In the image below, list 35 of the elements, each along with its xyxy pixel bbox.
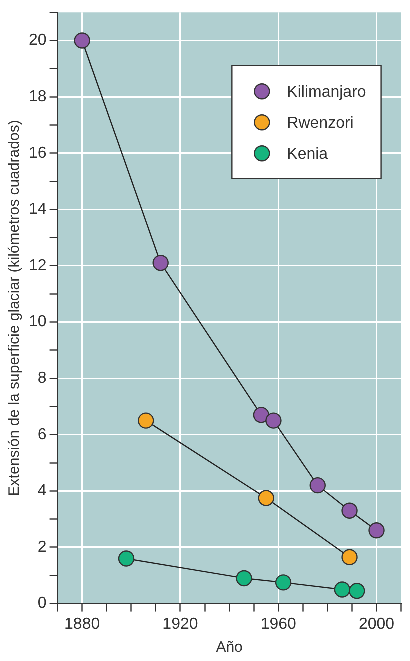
x-tick-label: 2000 bbox=[358, 616, 395, 633]
legend-label: Kilimanjaro bbox=[287, 84, 366, 102]
point bbox=[368, 522, 385, 539]
y-tick-label: 20 bbox=[29, 32, 47, 50]
x-tick-label: 1960 bbox=[260, 616, 297, 633]
x-axis-title: Año bbox=[216, 639, 243, 656]
point bbox=[138, 412, 154, 429]
point bbox=[118, 550, 135, 567]
y-tick-label: 10 bbox=[29, 314, 47, 331]
y-tick-label: 4 bbox=[38, 482, 47, 500]
y-axis-title: Extensión de la superficie glaciar (kilómetros cuadrados) bbox=[6, 120, 24, 496]
y-tick-label: 14 bbox=[29, 201, 47, 218]
point bbox=[253, 407, 270, 424]
y-tick-label: 16 bbox=[29, 144, 47, 162]
point bbox=[74, 32, 90, 49]
point bbox=[349, 583, 366, 600]
point bbox=[266, 412, 282, 429]
x-tick-label: 1880 bbox=[64, 616, 100, 633]
point bbox=[334, 582, 351, 598]
y-tick-label: 8 bbox=[38, 370, 47, 387]
point bbox=[342, 549, 358, 566]
legend-label: Kenia bbox=[287, 146, 328, 164]
legend-label: Rwenzori bbox=[287, 115, 354, 132]
x-tick-label: 1920 bbox=[162, 616, 198, 633]
point bbox=[236, 570, 252, 587]
point bbox=[258, 490, 274, 506]
y-tick-label: 2 bbox=[38, 538, 47, 556]
y-tick-label: 6 bbox=[38, 426, 47, 444]
point bbox=[152, 255, 169, 272]
y-tick-label: 18 bbox=[29, 88, 47, 106]
point bbox=[275, 574, 292, 591]
y-tick-label: 12 bbox=[29, 257, 47, 274]
y-tick-label: 0 bbox=[38, 595, 47, 612]
point bbox=[342, 502, 358, 519]
point bbox=[310, 477, 326, 494]
